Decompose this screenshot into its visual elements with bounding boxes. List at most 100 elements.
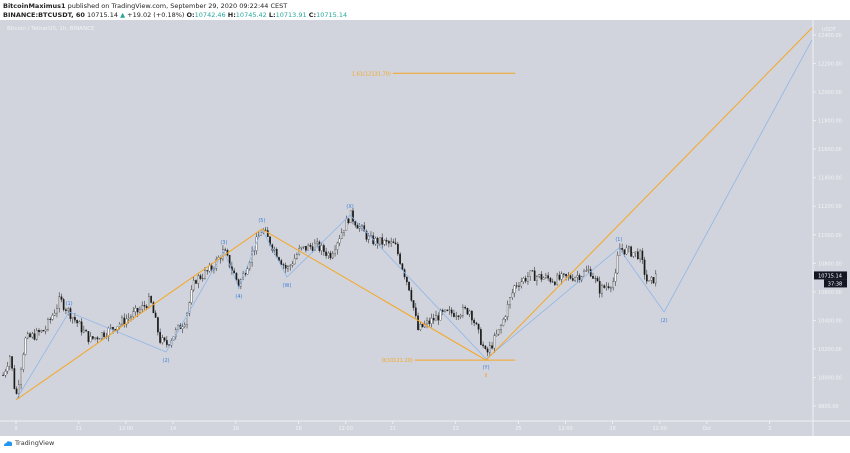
candle-body [518,285,520,287]
candle-body [40,330,43,333]
candle-body [522,277,525,282]
candle-body [76,320,78,324]
candle-body [430,318,433,324]
candle-body [181,326,184,330]
candle-body [195,280,197,284]
candle-body [576,275,579,278]
price-chart[interactable]: Bitcoin / TetherUS, 1h, BINANCE USDT 124… [0,20,850,436]
wave-label: (3) [220,240,227,246]
open-value: 10742.46 [194,11,226,19]
candle-body [652,276,655,284]
candle-body [87,331,90,342]
last-price-marker: 10715.14 37:38 [814,271,847,288]
candle-body [280,260,283,265]
candle-body [500,325,502,330]
wave-label: (5) [258,218,265,224]
wave-label: (2) [661,318,668,324]
candle-body [358,226,361,229]
symbol-info: BINANCE:BTCUSDT, 60 10715.14 ▲ +19.02 (+… [3,11,347,19]
candle-body [316,241,318,244]
close-label: C: [308,11,317,19]
author-name[interactable]: BitcoinMaximus1 [3,2,66,10]
price-tick-label: 10000.00 [818,375,842,381]
time-tick-label: 11 [76,426,82,432]
candle-body [188,302,191,314]
candle-body [89,336,92,342]
candle-body [33,333,36,340]
candle-body [336,242,339,251]
candle-body [540,274,543,280]
wave-label: (X) [346,204,353,210]
candle-body [509,297,511,305]
candle-body [132,311,135,317]
candle-body [399,253,401,264]
candle-body [569,275,572,279]
candle-body [49,319,52,321]
candle-body [323,245,325,252]
candle-body [453,313,455,317]
candle-body [527,276,529,282]
time-tick-label: 9 [14,426,17,432]
candle-body [233,270,235,274]
candle-body [197,275,200,284]
candle-body [356,225,359,229]
candle-body [85,329,87,332]
candle-body [125,318,128,325]
candle-body [450,309,453,314]
time-axis[interactable]: 9 11 12:00 14 16 18 12:00 21 23 25 12:00 28 12:00 Oct… [14,421,771,432]
price-tick-label: 10400.00 [818,318,842,324]
candle-body [69,308,72,319]
candle-body [504,316,507,320]
high-label: H: [227,11,236,19]
candle-body [432,318,435,321]
tradingview-logo[interactable]: TradingView [3,439,54,447]
candle-body [278,257,280,261]
blue-wave-line[interactable] [15,39,813,401]
candle-body [583,271,585,277]
candle-body [515,285,518,287]
candle-body [405,276,408,283]
candle-body [598,280,601,294]
candle-body [210,265,213,270]
candle-body [621,248,624,250]
candle-body [186,312,188,326]
price-tick-label: 10800.00 [818,261,842,267]
candle-body [388,241,390,244]
candle-body [497,329,500,335]
candle-body [441,309,444,312]
candle-body [585,270,588,272]
price-axis[interactable]: 12400.00 12200.00 12000.00 11800.00 11600.00… [813,33,842,410]
candle-body [392,241,395,244]
candle-body [383,240,386,245]
wave-label: (Y) [483,365,490,371]
candle-body [199,275,202,279]
candle-body [103,332,105,337]
candle-body [94,337,96,339]
close-value: 10715.14 [316,11,348,19]
candle-body [529,270,532,277]
candle-body [136,307,139,313]
candle-body [334,249,336,254]
candle-body [74,317,76,321]
price-tick-label: 9800.00 [818,404,839,410]
candle-body [65,309,67,311]
candle-body [419,324,422,331]
orange-wave-line[interactable] [15,27,813,401]
candle-body [385,240,388,242]
candle-body [338,238,341,244]
candle-body [524,277,527,282]
candle-body [444,309,446,312]
candle-body [83,329,85,333]
candle-body [91,336,94,339]
candle-body [284,265,287,269]
candle-body [605,286,608,288]
wave-label: (2) [163,358,170,364]
candle-body [645,274,648,282]
candle-body [13,368,16,389]
symbol: BINANCE:BTCUSDT, 60 [3,11,85,19]
candle-body [58,296,61,309]
price-tick-label: 11400.00 [818,176,842,182]
candle-body [11,356,13,369]
candle-body [648,280,650,282]
candle-body [47,319,49,330]
